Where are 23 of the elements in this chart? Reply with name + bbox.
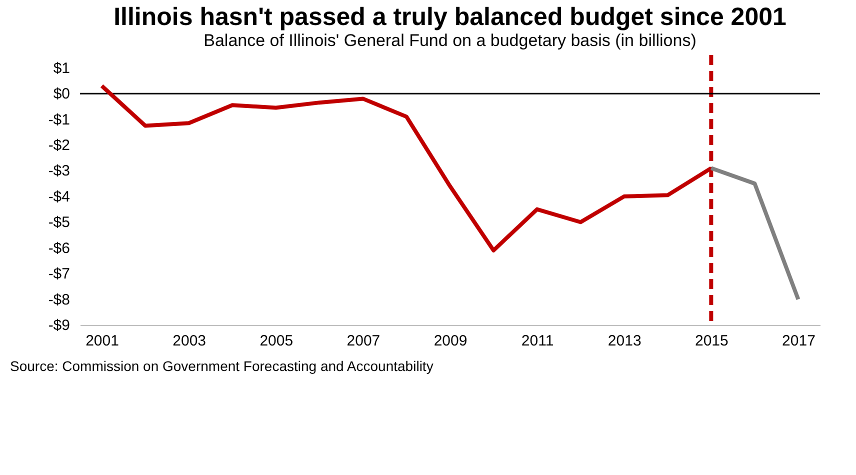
x-tick-label: 2011: [521, 332, 554, 350]
x-tick-label: 2013: [608, 332, 642, 350]
x-tick-label: 2017: [782, 332, 816, 350]
y-tick-label: $1: [53, 60, 70, 77]
chart-subtitle: Balance of Illinois' General Fund on a budgetary basis (in billions): [204, 31, 696, 50]
y-tick-label: -$3: [48, 162, 70, 180]
x-tick-label: 2007: [346, 332, 380, 350]
y-tick-label: -$5: [48, 214, 70, 232]
y-tick-label: -$9: [48, 317, 70, 334]
x-tick-label: 2005: [260, 332, 294, 350]
x-tick-label: 2009: [434, 332, 468, 350]
x-tick-label: 2001: [86, 332, 119, 350]
y-tick-label: $0: [53, 86, 70, 103]
y-tick-label: -$6: [48, 240, 70, 257]
y-tick-label: -$2: [48, 137, 70, 154]
source-note: Source: Commission on Government Forecasting and Accountability: [10, 358, 434, 374]
chart-title: Illinois hasn't passed a truly balanced budget since 2001: [114, 3, 787, 31]
x-tick-label: 2003: [172, 332, 206, 350]
y-tick-label: -$8: [48, 291, 70, 308]
x-tick-label: 2015: [694, 332, 728, 350]
y-tick-label: -$1: [48, 111, 70, 128]
y-tick-label: -$7: [48, 266, 70, 283]
y-tick-label: -$4: [48, 188, 70, 206]
